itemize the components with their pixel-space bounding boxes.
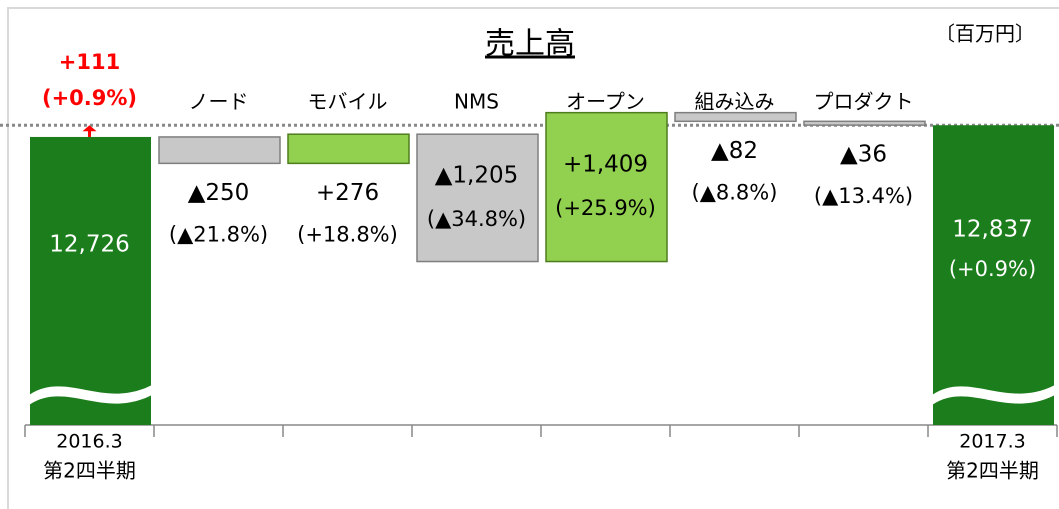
value-label: 12,726 xyxy=(49,232,129,258)
value-label: ▲1,205 xyxy=(435,162,519,188)
total-bar xyxy=(30,136,151,425)
pct-label: (▲21.8%) xyxy=(169,222,268,246)
change-arrowhead xyxy=(82,125,97,132)
unit-label: 〔百万円〕 xyxy=(935,22,1035,46)
decrease-bar xyxy=(674,111,797,123)
increase-bar xyxy=(545,111,668,263)
decrease-bar xyxy=(416,133,539,263)
decrease-bar xyxy=(158,136,281,165)
pct-label: (+18.8%) xyxy=(297,222,398,246)
chart-title: 売上高 xyxy=(485,27,575,62)
value-label: 12,837 xyxy=(952,217,1032,243)
category-label: プロダクト xyxy=(814,90,914,114)
value-label: ▲36 xyxy=(840,142,887,168)
pct-label: (+0.9%) xyxy=(949,257,1036,281)
axis-break xyxy=(932,385,1055,405)
frame xyxy=(7,7,1059,509)
pct-label: (+25.9%) xyxy=(555,196,656,220)
x-tick-label: 2016.3 xyxy=(56,431,122,453)
x-tick-label: 第2四半期 xyxy=(946,459,1039,483)
total-bar xyxy=(933,125,1054,425)
annotation: (+0.9%) xyxy=(42,86,137,110)
category-label: モバイル xyxy=(308,90,388,114)
value-label: +276 xyxy=(316,180,379,206)
value-label: ▲82 xyxy=(711,138,758,164)
category-label: NMS xyxy=(454,90,499,114)
pct-label: (▲13.4%) xyxy=(814,184,913,208)
axis-break xyxy=(29,385,152,405)
increase-bar xyxy=(287,133,410,165)
pct-label: (▲8.8%) xyxy=(692,180,778,204)
decrease-bar xyxy=(803,120,926,126)
x-tick-label: 2017.3 xyxy=(959,431,1025,453)
value-label: ▲250 xyxy=(188,180,250,206)
category-label: ノード xyxy=(189,90,249,114)
category-label: オープン xyxy=(566,90,645,114)
annotation: +111 xyxy=(59,50,120,74)
category-label: 組み込み xyxy=(695,90,775,114)
x-tick-label: 第2四半期 xyxy=(43,459,136,483)
value-label: +1,409 xyxy=(563,152,648,178)
pct-label: (▲34.8%) xyxy=(427,207,526,231)
